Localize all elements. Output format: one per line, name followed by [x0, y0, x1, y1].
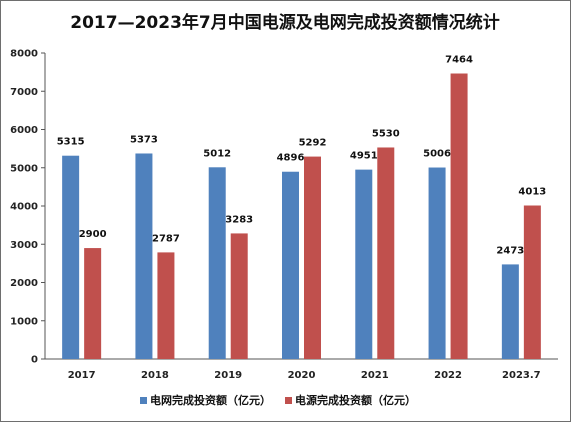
x-tick-label: 2020: [288, 370, 316, 381]
bar: [230, 233, 248, 359]
bar: [377, 147, 395, 359]
bar: [62, 155, 80, 359]
data-label: 4013: [518, 187, 546, 198]
bar: [355, 169, 373, 359]
bars: 5315 2900 5373 2787 5012 3283 4896 5292 4951 5530…: [57, 55, 546, 359]
y-tick-label: 5000: [10, 163, 38, 174]
x-tick-label: 2017: [68, 370, 96, 381]
data-label: 4896: [277, 153, 305, 164]
y-tick-label: 7000: [10, 87, 38, 98]
bar: [428, 167, 446, 359]
data-label: 5315: [57, 137, 85, 148]
legend-swatch: [140, 397, 147, 404]
y-tick-label: 0: [31, 355, 38, 366]
bar: [304, 156, 321, 359]
bar: [135, 153, 153, 359]
data-label: 2473: [496, 245, 524, 256]
data-label: 5292: [299, 138, 327, 149]
data-label: 5373: [130, 134, 158, 145]
bar: [84, 248, 102, 359]
bar: [157, 252, 175, 359]
x-tick-label: 2022: [434, 370, 462, 381]
y-tick-label: 3000: [10, 240, 38, 251]
legend-swatch: [285, 397, 292, 404]
chart-title: 2017—2023年7月中国电源及电网完成投资额情况统计: [70, 12, 499, 33]
data-label: 4951: [350, 151, 378, 162]
bar: [282, 171, 299, 359]
data-label: 5012: [203, 148, 231, 159]
legend-label: 电源完成投资额（亿元）: [295, 393, 416, 407]
y-tick-label: 6000: [10, 125, 38, 136]
data-label: 7464: [445, 55, 473, 66]
x-tick-label: 2018: [141, 370, 169, 381]
bar: [208, 167, 226, 359]
y-tick-label: 1000: [10, 316, 38, 327]
y-axis: 0 1000 2000 3000 4000 5000 6000 7000 8000: [10, 49, 46, 366]
data-label: 2900: [79, 229, 107, 240]
bar: [450, 73, 468, 359]
data-label: 5530: [372, 128, 400, 139]
x-tick-label: 2021: [361, 370, 389, 381]
data-label: 5006: [423, 149, 451, 160]
data-label: 3283: [225, 214, 253, 225]
x-axis: 2017 2018 2019 2020 2021 2022 2023.7: [45, 358, 558, 381]
bar: [523, 205, 541, 359]
x-tick-label: 2023.7: [502, 370, 541, 381]
data-label: 2787: [152, 233, 180, 244]
y-tick-label: 2000: [10, 278, 38, 289]
y-tick-label: 4000: [10, 202, 38, 213]
legend: 电网完成投资额（亿元） 电源完成投资额（亿元）: [140, 393, 416, 407]
y-tick-label: 8000: [10, 49, 38, 60]
bar: [501, 264, 519, 359]
x-tick-label: 2019: [214, 370, 242, 381]
legend-label: 电网完成投资额（亿元）: [150, 393, 271, 407]
